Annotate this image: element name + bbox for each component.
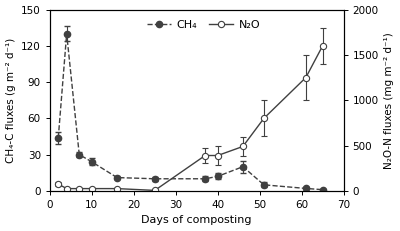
Y-axis label: N₂O-N fluxes (mg m⁻² d⁻¹): N₂O-N fluxes (mg m⁻² d⁻¹) [384, 32, 394, 169]
X-axis label: Days of composting: Days of composting [142, 216, 252, 225]
Legend: CH₄, N₂O: CH₄, N₂O [142, 15, 265, 34]
Y-axis label: CH₄-C fluxes (g m⁻² d⁻¹): CH₄-C fluxes (g m⁻² d⁻¹) [6, 38, 16, 163]
